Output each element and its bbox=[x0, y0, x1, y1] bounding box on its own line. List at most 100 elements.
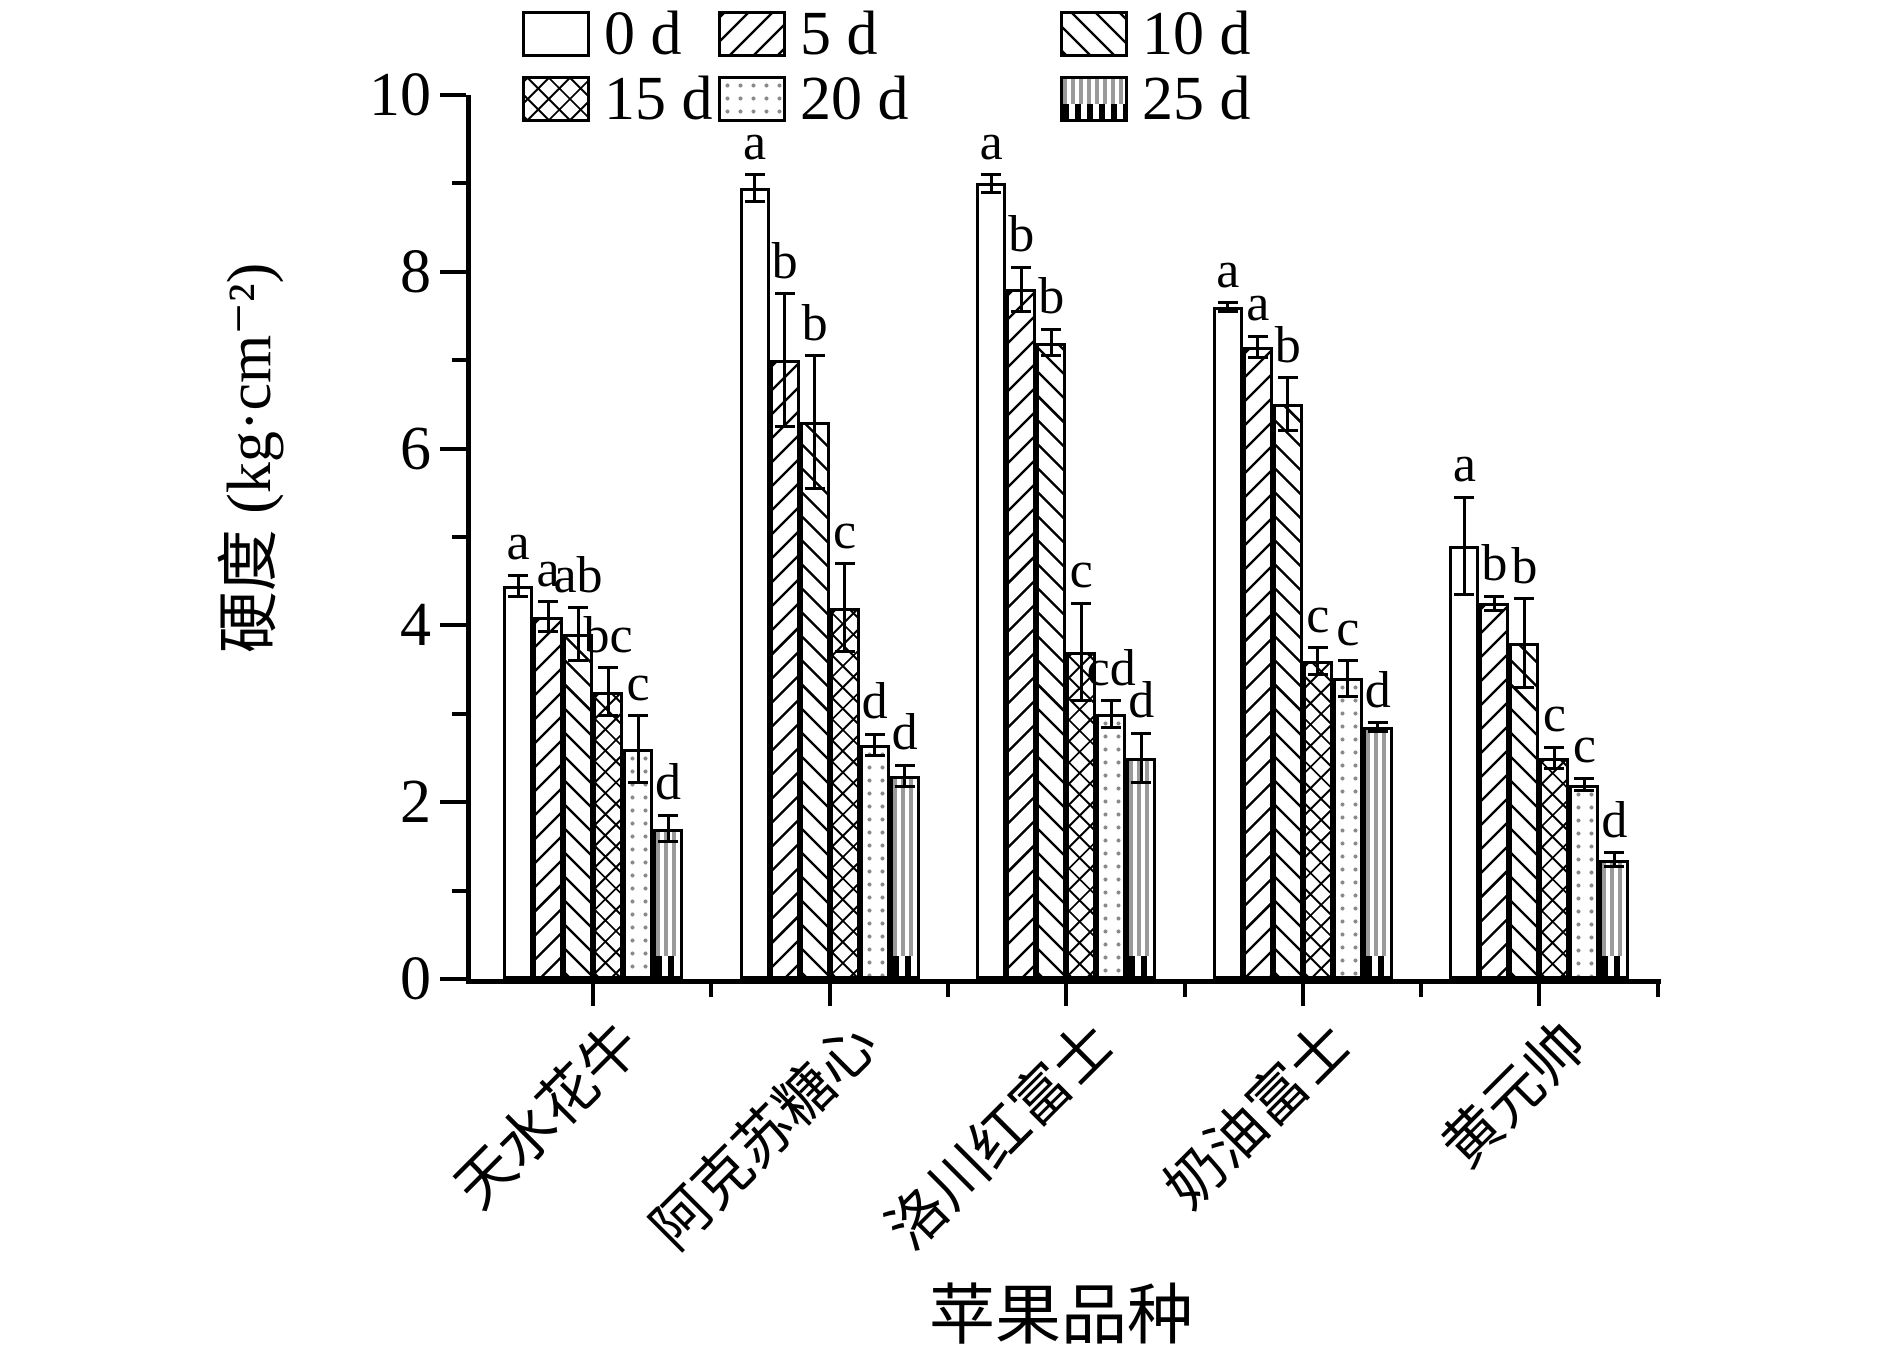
bar bbox=[829, 607, 860, 979]
error-bar bbox=[989, 174, 993, 193]
y-minor-tick bbox=[452, 181, 466, 186]
bar bbox=[563, 634, 593, 979]
sig-letter: c bbox=[1306, 586, 1330, 644]
y-axis-title: 硬度 (kg·cm⁻²) bbox=[216, 262, 284, 654]
legend-label: 15 d bbox=[604, 65, 713, 133]
bar bbox=[1006, 289, 1037, 979]
error-bar-cap bbox=[1454, 495, 1475, 499]
error-bar-cap bbox=[744, 173, 765, 177]
x-tick bbox=[591, 984, 595, 1006]
error-bar-cap bbox=[864, 753, 885, 757]
error-bar-cap bbox=[1101, 725, 1122, 729]
y-minor-tick bbox=[452, 888, 466, 893]
bar bbox=[769, 360, 800, 979]
error-bar bbox=[1079, 603, 1083, 701]
bar bbox=[1332, 678, 1363, 979]
bar bbox=[1362, 727, 1393, 979]
sig-letter: d bbox=[655, 754, 681, 812]
y-tick bbox=[440, 800, 466, 805]
sig-letter: c bbox=[1542, 686, 1566, 744]
y-tick-label: 4 bbox=[400, 591, 431, 660]
error-bar-cap bbox=[508, 573, 528, 577]
error-bar bbox=[1109, 700, 1113, 728]
x-minor-tick bbox=[1182, 984, 1187, 997]
error-bar-cap bbox=[744, 199, 765, 203]
error-bar bbox=[1612, 852, 1616, 867]
sig-letter: a bbox=[536, 540, 560, 598]
sig-letter: c bbox=[1572, 717, 1596, 775]
x-minor-tick bbox=[709, 984, 714, 997]
legend-item: 10 d bbox=[1060, 0, 1251, 68]
y-tick bbox=[440, 269, 466, 274]
sig-letter: a bbox=[979, 113, 1003, 171]
x-tick bbox=[1064, 984, 1069, 1006]
error-bar-cap bbox=[1544, 767, 1565, 771]
legend-item: 25 d bbox=[1060, 65, 1251, 133]
legend-label: 20 d bbox=[800, 65, 909, 133]
bar bbox=[1449, 545, 1480, 979]
sig-letter: a bbox=[743, 113, 767, 171]
error-bar bbox=[1316, 647, 1320, 675]
error-bar-cap bbox=[1101, 699, 1122, 703]
error-bar-cap bbox=[894, 763, 915, 767]
error-bar-cap bbox=[1011, 265, 1032, 269]
error-bar bbox=[1139, 733, 1143, 783]
x-minor-tick bbox=[945, 984, 950, 997]
bar bbox=[739, 187, 770, 979]
y-tick-label: 2 bbox=[400, 768, 431, 837]
bar bbox=[1096, 713, 1127, 979]
bar bbox=[799, 422, 830, 979]
error-bar-cap bbox=[598, 666, 618, 670]
error-bar-cap bbox=[1484, 594, 1505, 598]
error-bar-cap bbox=[1337, 694, 1358, 698]
error-bar-cap bbox=[1307, 646, 1328, 649]
bar bbox=[1302, 660, 1333, 979]
error-bar-cap bbox=[894, 784, 915, 788]
legend: 0 d 5 d 10 d 15 d 20 d 25 d bbox=[466, 0, 1656, 136]
bar bbox=[859, 744, 890, 979]
error-bar-cap bbox=[1484, 608, 1505, 612]
error-bar-cap bbox=[1217, 310, 1238, 314]
error-bar bbox=[1019, 267, 1023, 312]
y-minor-tick bbox=[452, 358, 466, 363]
y-tick-label: 6 bbox=[400, 414, 431, 483]
bar bbox=[1599, 859, 1630, 979]
error-bar bbox=[903, 765, 907, 787]
sig-letter: c bbox=[1336, 599, 1360, 657]
error-bar-cap bbox=[658, 840, 678, 844]
error-bar bbox=[753, 174, 757, 202]
sig-letter: a bbox=[1452, 436, 1476, 494]
error-bar bbox=[516, 575, 520, 597]
error-bar-cap bbox=[1247, 356, 1268, 360]
sig-letter: bc bbox=[583, 606, 633, 664]
x-category-label: 阿克苏糖心 bbox=[638, 1010, 890, 1262]
error-bar-cap bbox=[1337, 659, 1358, 663]
legend-label: 10 d bbox=[1142, 0, 1251, 68]
legend-item: 0 d bbox=[522, 3, 682, 65]
sig-letter: b bbox=[1038, 268, 1065, 326]
error-bar bbox=[1582, 778, 1586, 791]
sig-letter: b bbox=[1274, 316, 1301, 374]
legend-swatch-dots bbox=[718, 76, 786, 122]
y-tick bbox=[440, 977, 466, 981]
y-tick bbox=[440, 446, 466, 451]
error-bar bbox=[1492, 596, 1496, 611]
y-tick bbox=[440, 623, 466, 628]
error-bar-cap bbox=[1367, 721, 1388, 725]
sig-letter: b bbox=[1481, 535, 1508, 593]
error-bar-cap bbox=[1277, 376, 1298, 380]
bar bbox=[1479, 603, 1510, 979]
bar bbox=[1036, 342, 1067, 979]
error-bar-cap bbox=[1131, 781, 1152, 785]
legend-label: 25 d bbox=[1142, 65, 1251, 133]
y-minor-tick bbox=[452, 711, 466, 716]
error-bar-cap bbox=[1514, 597, 1535, 601]
bar bbox=[1509, 643, 1540, 979]
error-bar-cap bbox=[538, 600, 558, 604]
bar bbox=[1212, 307, 1243, 979]
bar bbox=[1272, 404, 1303, 979]
error-bar-cap bbox=[1514, 685, 1535, 689]
sig-letter: d bbox=[891, 704, 918, 762]
bar bbox=[1539, 758, 1570, 979]
